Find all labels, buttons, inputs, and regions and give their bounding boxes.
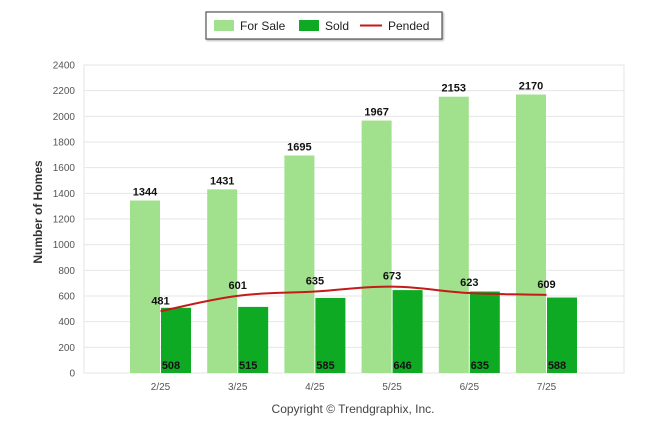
legend-item-pended[interactable]: Pended <box>360 19 429 33</box>
y-tick-label: 400 <box>58 317 75 328</box>
bar-for-sale <box>516 94 546 374</box>
x-tick-label: 2/25 <box>151 382 171 393</box>
y-tick-label: 200 <box>58 343 75 354</box>
y-tick-labels: 0 200 400 600 800 1000 1200 1400 1600 1800 2000 220… <box>53 61 76 380</box>
y-tick-label: 0 <box>69 369 75 380</box>
data-label-for-sale: 1344 <box>133 187 158 199</box>
data-label-pended: 635 <box>306 276 324 288</box>
data-label-sold: 515 <box>239 360 257 372</box>
y-tick-label: 1000 <box>53 240 76 251</box>
data-label-sold: 646 <box>393 360 411 372</box>
legend-item-for-sale[interactable]: For Sale <box>214 19 286 33</box>
pended-line-path <box>160 285 547 313</box>
data-label-for-sale: 2170 <box>519 81 543 93</box>
copyright-text: Copyright © Trendgraphix, Inc. <box>272 402 435 416</box>
x-tick-label: 3/25 <box>228 382 248 393</box>
data-label-for-sale: 1967 <box>364 107 388 119</box>
y-tick-label: 1600 <box>53 163 76 174</box>
x-tick-label: 5/25 <box>382 382 402 393</box>
bar-sold <box>238 306 269 373</box>
legend-swatch-for-sale <box>214 20 234 31</box>
x-tick-labels: 2/25 3/25 4/25 5/25 6/25 7/25 <box>151 382 557 393</box>
legend-label-pended: Pended <box>388 19 429 33</box>
data-label-for-sale: 2153 <box>442 83 466 95</box>
data-label-pended: 601 <box>229 280 247 292</box>
legend-item-sold[interactable]: Sold <box>299 19 349 33</box>
bar-for-sale <box>207 189 238 373</box>
bar-for-sale <box>438 96 469 373</box>
legend-box <box>205 11 443 40</box>
data-label-pended: 481 <box>151 295 169 307</box>
data-label-pended: 673 <box>383 271 401 283</box>
data-label-for-sale: 1431 <box>210 175 234 187</box>
y-tick-label: 1200 <box>53 215 76 226</box>
bar-for-sale <box>361 120 392 374</box>
y-tick-label: 600 <box>58 292 75 303</box>
x-tick-label: 6/25 <box>460 382 480 393</box>
bar-sold <box>392 290 423 373</box>
y-tick-label: 2400 <box>53 61 76 72</box>
data-label-sold: 588 <box>548 360 566 372</box>
bar-sold <box>469 291 500 373</box>
legend-label-for-sale: For Sale <box>240 19 286 33</box>
x-tick-label: 4/25 <box>305 382 325 393</box>
data-label-sold: 508 <box>162 360 180 372</box>
legend-swatch-sold <box>299 20 319 31</box>
data-labels: 1344 508 1431 515 1695 585 1967 646 2153 635 2170 5… <box>133 81 566 372</box>
y-axis-title: Number of Homes <box>31 160 45 264</box>
pended-line <box>160 285 547 313</box>
data-label-sold: 635 <box>471 360 489 372</box>
y-tick-label: 1800 <box>53 138 76 149</box>
data-label-pended: 609 <box>537 279 555 291</box>
bar-sold <box>547 297 577 373</box>
y-tick-label: 1400 <box>53 189 76 200</box>
bar-for-sale <box>284 155 315 373</box>
bar-sold <box>161 307 191 373</box>
y-tick-label: 2200 <box>53 86 76 97</box>
y-tick-label: 2000 <box>53 112 76 123</box>
y-tick-label: 800 <box>58 266 75 277</box>
data-label-sold: 585 <box>316 360 334 372</box>
legend[interactable]: For Sale Sold Pended <box>205 11 443 40</box>
legend-label-sold: Sold <box>325 19 349 33</box>
data-label-pended: 623 <box>460 277 478 289</box>
x-tick-label: 7/25 <box>537 382 557 393</box>
data-label-for-sale: 1695 <box>287 141 311 153</box>
bar-for-sale <box>130 200 160 373</box>
bars <box>130 94 577 374</box>
bar-sold <box>315 297 346 373</box>
